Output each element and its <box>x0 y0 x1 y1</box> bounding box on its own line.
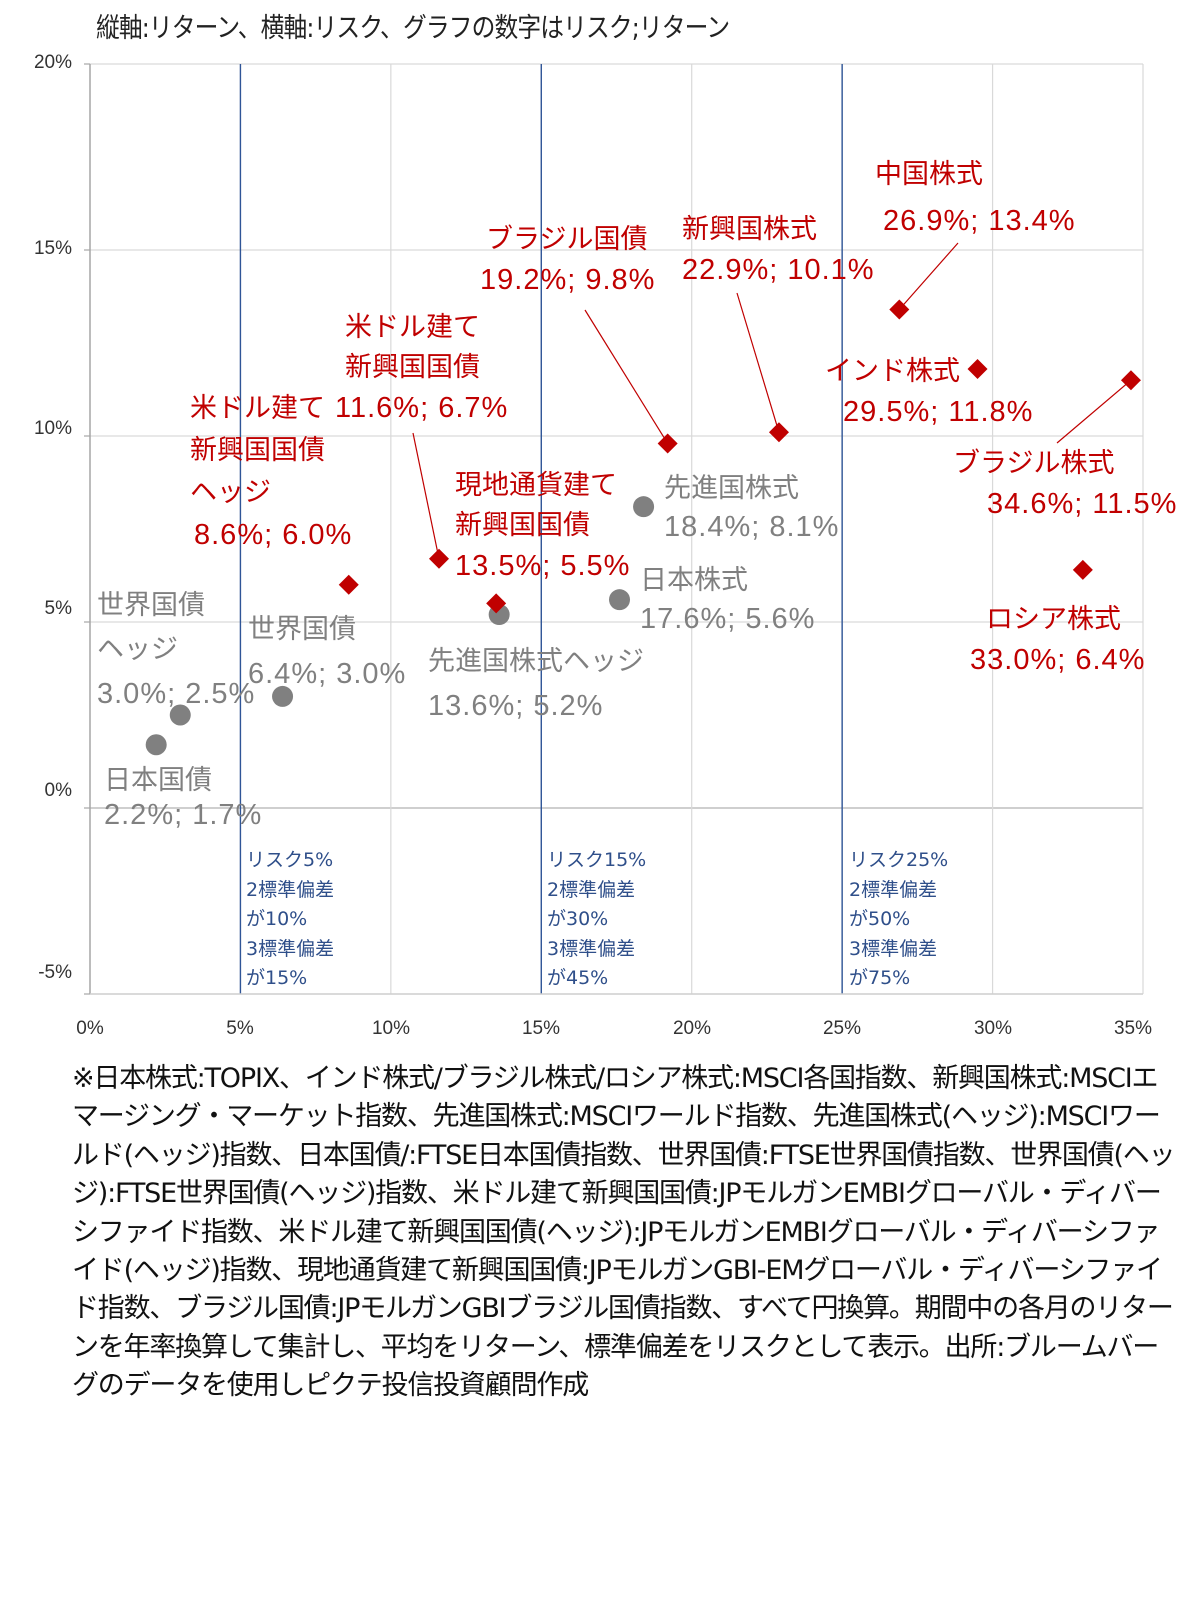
data-point-diamond <box>967 359 988 380</box>
data-label-world-bonds-hedged: 世界国債 ヘッジ 3.0%; 2.5% <box>97 590 256 710</box>
x-tick-label: 25% <box>822 1018 862 1039</box>
data-label-india-equity: インド株式 29.5%; 11.8% <box>825 356 1034 428</box>
x-tick-label: 5% <box>226 1018 254 1039</box>
data-label-china-equity: 中国株式 26.9%; 13.4% <box>875 159 1076 237</box>
data-point-diamond <box>428 548 449 569</box>
x-tick-label: 10% <box>371 1018 411 1039</box>
chart-title: 縦軸:リターン、横軸:リスク、グラフの数字はリスク;リターン <box>96 13 730 44</box>
data-point-circle <box>609 589 631 611</box>
data-point-diamond <box>768 422 789 443</box>
risk-note-15: リスク15% 2標準偏差 が30% 3標準偏差 が45% <box>547 849 647 989</box>
data-label-brazil-equity: ブラジル株式 34.6%; 11.5% <box>953 448 1178 520</box>
x-tick-label: 20% <box>672 1018 712 1039</box>
leader-line <box>898 242 959 310</box>
risk-note-5: リスク5% 2標準偏差 が10% 3標準偏差 が15% <box>246 849 335 989</box>
data-point-diamond <box>1120 370 1141 391</box>
data-point-diamond <box>889 299 910 320</box>
data-label-em-equity: 新興国株式 22.9%; 10.1% <box>682 214 875 286</box>
data-label-dev-equity-hedged: 先進国株式ヘッジ 13.6%; 5.2% <box>428 646 644 722</box>
footnote: ※日本株式:TOPIX、インド株式/ブラジル株式/ロシア株式:MSCI各国指数、… <box>72 1063 1176 1402</box>
data-label-usd-em-bonds-hedged: 米ドル建て 新興国国債 ヘッジ 8.6%; 6.0% <box>190 393 353 551</box>
data-label-dev-equity: 先進国株式 18.4%; 8.1% <box>664 473 840 543</box>
risk-note-25: リスク25% 2標準偏差 が50% 3標準偏差 が75% <box>849 849 949 989</box>
x-tick-label: 30% <box>973 1018 1013 1039</box>
leader-line <box>1056 379 1132 444</box>
data-label-japan-bonds: 日本国債 2.2%; 1.7% <box>104 765 263 831</box>
data-label-world-bonds: 世界国債 6.4%; 3.0% <box>248 614 407 690</box>
y-tick-label: -5% <box>38 962 72 983</box>
data-label-usd-em-bonds: 米ドル建て 新興国国債 11.6%; 6.7% <box>335 312 509 424</box>
data-point-diamond <box>338 574 359 595</box>
y-tick-label: 0% <box>44 780 72 801</box>
x-tick-label: 15% <box>521 1018 561 1039</box>
data-point-diamond <box>486 593 507 614</box>
data-point-diamond <box>657 433 678 454</box>
data-point-circle <box>633 496 655 518</box>
leader-line <box>736 292 780 433</box>
data-label-russia-equity: ロシア株式 33.0%; 6.4% <box>970 604 1146 676</box>
data-label-local-em-bonds: 現地通貨建て 新興国国債 13.5%; 5.5% <box>455 470 631 582</box>
leader-line <box>412 432 440 559</box>
data-point-diamond <box>1072 559 1093 580</box>
data-point-circle <box>169 704 191 726</box>
y-tick-label: 20% <box>33 52 72 73</box>
data-label-brazil-bonds: ブラジル国債 19.2%; 9.8% <box>480 224 656 296</box>
leader-line <box>584 309 669 444</box>
data-label-japan-equity: 日本株式 17.6%; 5.6% <box>640 565 816 635</box>
data-point-circle <box>145 734 167 756</box>
y-tick-label: 5% <box>44 598 72 619</box>
x-tick-label: 35% <box>1113 1018 1153 1039</box>
data-point-circle <box>272 685 294 707</box>
y-tick-label: 10% <box>33 418 72 439</box>
y-tick-label: 15% <box>33 238 72 259</box>
x-tick-label: 0% <box>76 1018 104 1039</box>
